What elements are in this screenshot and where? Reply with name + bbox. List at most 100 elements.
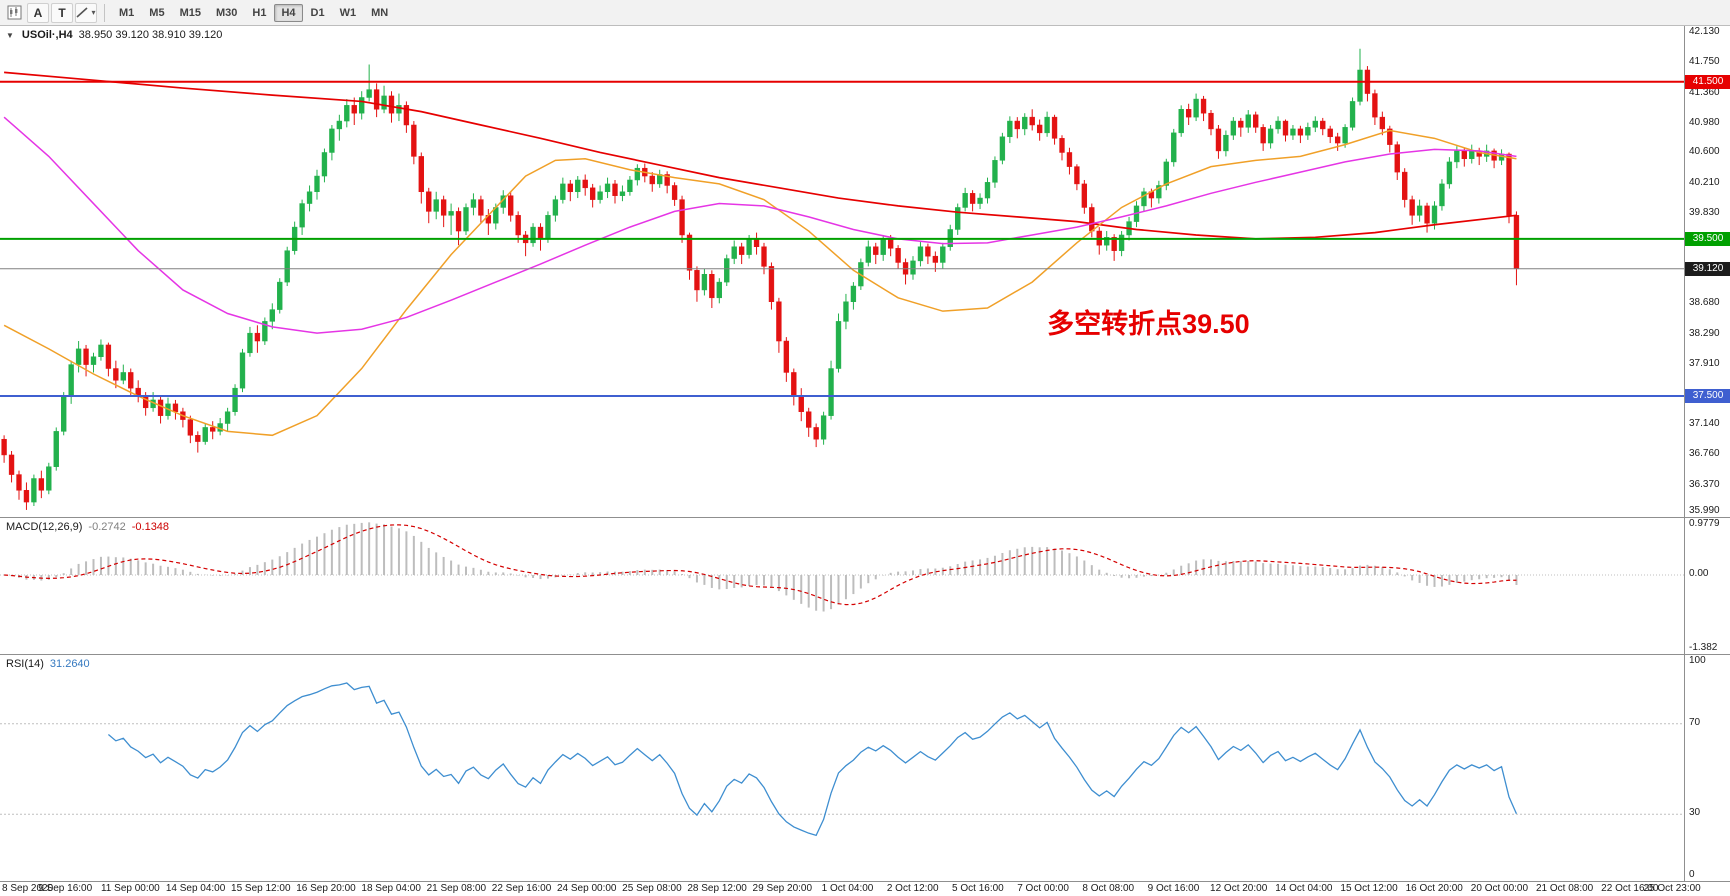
trendline-icon [76, 7, 89, 18]
time-label: 25 Oct 23:00 [1643, 883, 1701, 894]
time-label: 9 Oct 16:00 [1147, 883, 1200, 894]
axis-tick: 36.370 [1689, 478, 1720, 490]
axis-tick: 41.750 [1689, 56, 1720, 68]
timeframe-mn[interactable]: MN [371, 6, 389, 19]
timeframe-w1[interactable]: W1 [339, 6, 357, 19]
time-label: 24 Sep 00:00 [556, 883, 617, 894]
axis-tick: 40.980 [1689, 116, 1720, 128]
time-label: 15 Sep 12:00 [231, 883, 291, 894]
draw-tool-button[interactable]: ▾ [75, 2, 97, 23]
candlestick-chart-icon [7, 5, 21, 20]
price-axis[interactable]: 42.130 41.750 41.360 40.980 40.600 40.210 39.8… [1684, 26, 1730, 517]
timeframe-m1[interactable]: M1 [119, 6, 135, 19]
time-label: 15 Oct 12:00 [1340, 883, 1398, 894]
rsi-line [107, 682, 1518, 837]
axis-tick: 39.830 [1689, 206, 1720, 218]
axis-tick: 42.130 [1689, 26, 1720, 38]
macd-plot[interactable] [0, 519, 1684, 655]
symbol-timeframe-label: USOil·,H4 [21, 29, 73, 41]
axis-tick: 70 [1689, 716, 1701, 728]
axis-tick: 37.140 [1689, 418, 1720, 430]
text-tool-button[interactable]: T [51, 2, 73, 23]
time-label: 14 Oct 04:00 [1275, 883, 1333, 894]
timeframe-group: M1 M5 M15 M30 H1 H4 D1 W1 MN [112, 3, 395, 22]
macd-name: MACD(12,26,9) [6, 521, 83, 533]
time-label: 16 Oct 20:00 [1405, 883, 1463, 894]
ma-red-slow [4, 71, 1517, 240]
time-label: 2 Oct 12:00 [886, 883, 939, 894]
axis-tick: -1.382 [1689, 641, 1718, 653]
chart-annotation: 多空转折点39.50 [1047, 308, 1250, 339]
rsi-value: 31.2640 [49, 658, 90, 670]
time-label: 20 Oct 00:00 [1470, 883, 1529, 894]
macd-panel: 0.9779 0.00 -1.382 MACD(12,26,9) -0.2742 -… [0, 517, 1730, 654]
price-badge-41.500: 41.500 [1685, 74, 1730, 89]
price-badge-39.500: 39.500 [1685, 231, 1730, 246]
ma-orange-medium [3, 129, 1517, 437]
axis-tick: 30 [1689, 807, 1701, 819]
timeframe-m30[interactable]: M30 [215, 6, 238, 19]
price-chart-plot[interactable]: 多空转折点39.50 [0, 26, 1684, 517]
time-label: 18 Sep 04:00 [361, 883, 421, 894]
axis-tick: 100 [1689, 655, 1706, 666]
rsi-plot[interactable] [0, 656, 1684, 882]
time-label: 21 Sep 08:00 [426, 883, 487, 894]
timeframe-d1[interactable]: D1 [310, 6, 325, 19]
time-label: 8 Oct 08:00 [1082, 883, 1135, 894]
time-axis[interactable]: 8 Sep 2020 9 Sep 16:00 11 Sep 00:00 14 Sep … [0, 881, 1730, 896]
chevron-down-icon: ▾ [91, 8, 96, 17]
arrow-tool-button[interactable]: A [27, 2, 49, 23]
timeframe-m5[interactable]: M5 [149, 6, 165, 19]
time-label: 14 Sep 04:00 [165, 883, 226, 894]
time-label: 25 Sep 08:00 [622, 883, 682, 894]
timeframe-h4[interactable]: H4 [274, 3, 303, 22]
axis-tick: 37.910 [1689, 357, 1720, 369]
ma-magenta-long [3, 116, 1517, 334]
macd-signal-line [4, 524, 1517, 606]
time-label: 22 Sep 16:00 [491, 883, 552, 894]
price-panel: 多空转折点39.50 42.130 41.750 41.360 40.980 40.60… [0, 26, 1730, 517]
axis-tick: 0.9779 [1689, 518, 1720, 529]
timeframe-h1[interactable]: H1 [252, 6, 267, 19]
axis-tick: 0.00 [1689, 568, 1709, 579]
text-tool-label: T [58, 5, 66, 20]
macd-axis[interactable]: 0.9779 0.00 -1.382 [1684, 518, 1730, 654]
axis-tick: 38.290 [1689, 327, 1720, 339]
axis-tick: 35.990 [1689, 505, 1720, 516]
macd-main-value: -0.2742 [88, 521, 126, 533]
rsi-panel: 100 70 30 0 RSI(14) 31.2640 [0, 654, 1730, 881]
macd-signal-value: -0.1348 [131, 521, 170, 533]
symbol-dropdown-icon[interactable]: ▼ [6, 30, 14, 40]
time-label: 9 Sep 16:00 [38, 883, 93, 894]
axis-tick: 41.360 [1689, 86, 1720, 98]
time-label: 22 Oct 16:00 [1601, 883, 1659, 894]
arrow-tool-label: A [33, 5, 43, 20]
time-label: 5 Oct 16:00 [952, 883, 1004, 894]
time-label: 12 Oct 20:00 [1210, 883, 1268, 894]
chart-title: ▼ USOil·,H4 38.950 39.120 38.910 39.120 [6, 29, 222, 41]
rsi-axis[interactable]: 100 70 30 0 [1684, 655, 1730, 881]
time-label: 21 Oct 08:00 [1535, 883, 1594, 894]
axis-tick: 40.210 [1689, 177, 1720, 189]
time-label: 7 Oct 00:00 [1017, 883, 1069, 894]
time-label: 16 Sep 20:00 [296, 883, 356, 894]
axis-tick: 0 [1689, 869, 1695, 880]
rsi-name: RSI(14) [6, 658, 44, 670]
time-label: 1 Oct 04:00 [821, 883, 874, 894]
chart-window-icon[interactable] [3, 3, 25, 23]
macd-label: MACD(12,26,9) -0.2742 -0.1348 [6, 521, 169, 533]
toolbar-separator [104, 3, 105, 22]
axis-tick: 36.760 [1689, 448, 1720, 460]
ohlc-values: 38.950 39.120 38.910 39.120 [78, 29, 223, 41]
price-badge-37.500: 37.500 [1685, 389, 1730, 404]
time-label: 28 Sep 12:00 [687, 883, 747, 894]
rsi-label: RSI(14) 31.2640 [6, 658, 90, 670]
axis-tick: 38.680 [1689, 297, 1720, 309]
time-label: 8 Sep 2020 [2, 883, 54, 894]
axis-tick: 40.600 [1689, 146, 1720, 158]
toolbar: A T ▾ M1 M5 M15 M30 H1 H4 D1 W1 MN [0, 0, 1730, 26]
time-label: 11 Sep 00:00 [100, 883, 160, 894]
timeframe-m15[interactable]: M15 [179, 6, 201, 19]
time-label: 29 Sep 20:00 [752, 883, 813, 894]
